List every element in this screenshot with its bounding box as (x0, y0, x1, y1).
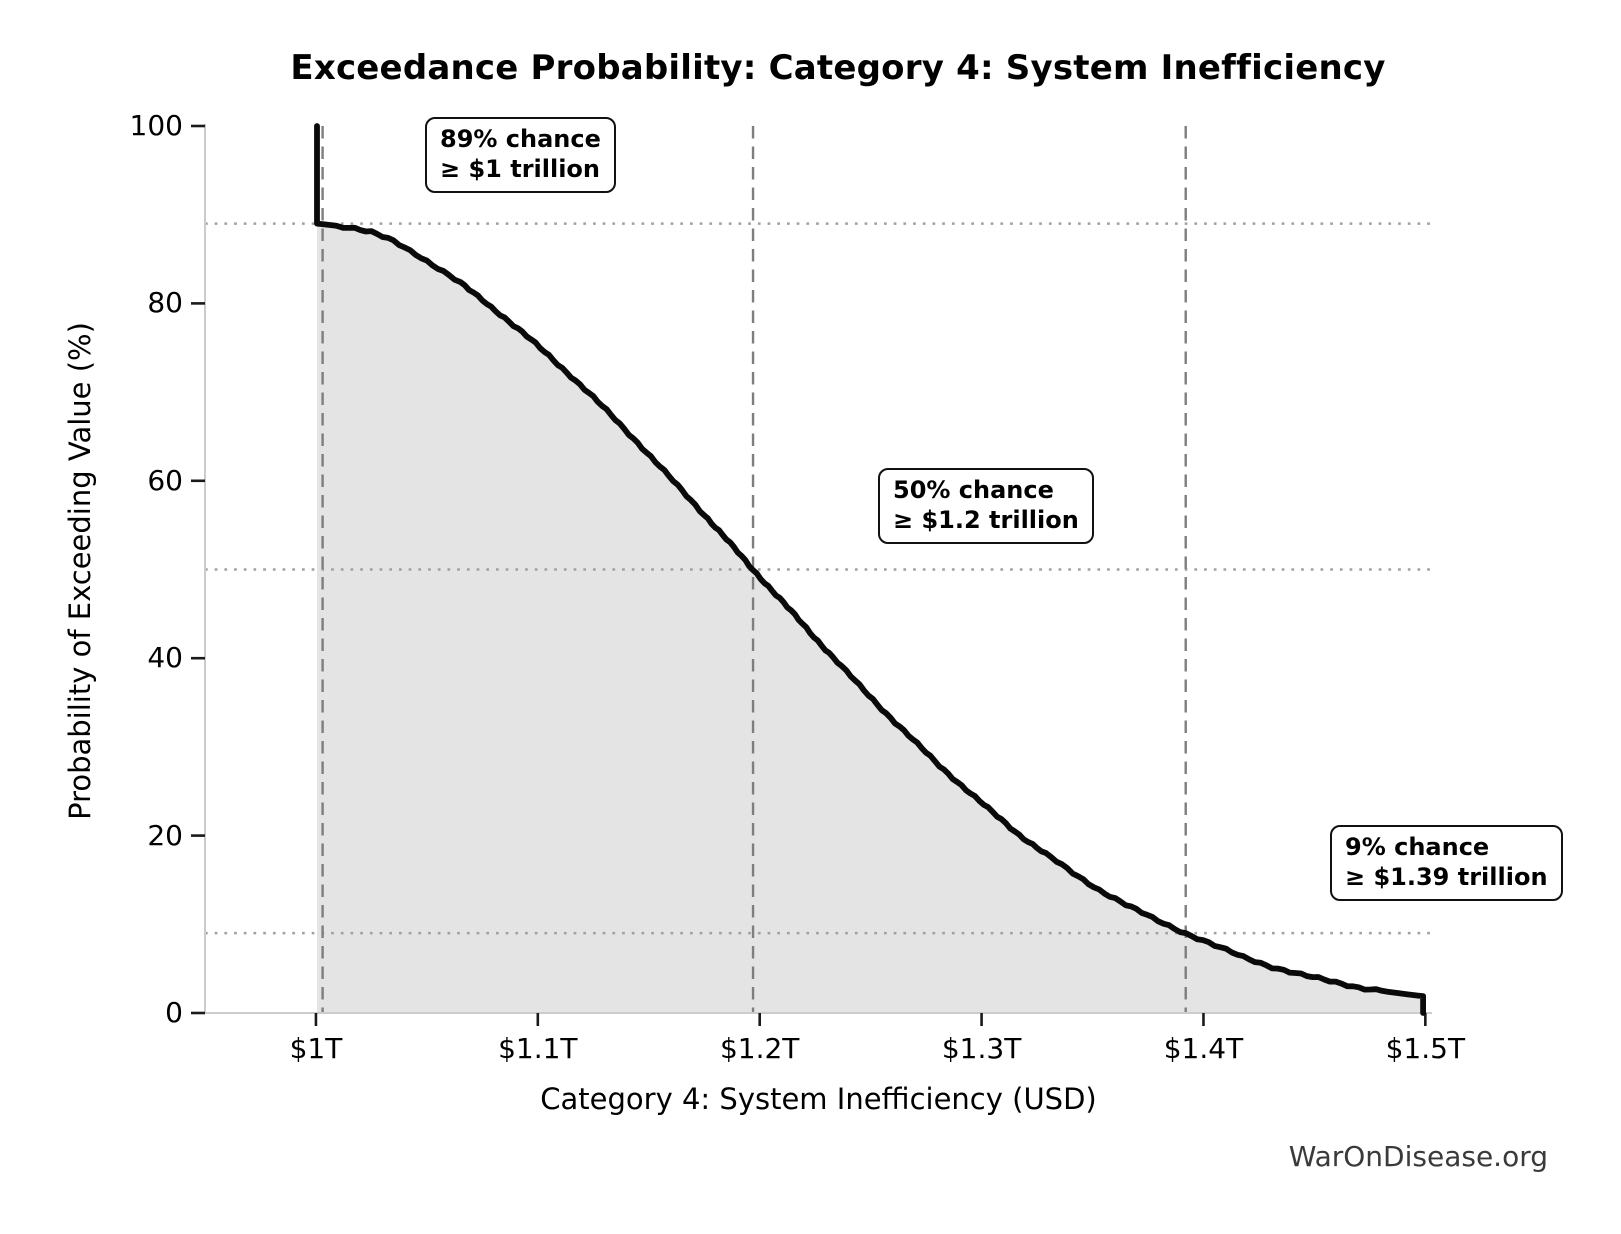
dotted-probability-gridlines (205, 222, 1432, 935)
exceedance-curve (314, 123, 1426, 1016)
x-tick-label: $1.4T (1163, 1032, 1244, 1065)
watermark: WarOnDisease.org (1288, 1140, 1548, 1173)
annotation-text-line: ≥ $1 trillion (440, 155, 601, 184)
x-tick-label: $1.5T (1385, 1032, 1466, 1065)
annotation-text-line: 50% chance (893, 476, 1054, 504)
y-tick-label: 60 (147, 463, 183, 497)
annotation-text-line: 9% chance (1345, 833, 1490, 861)
x-tick-label: $1T (289, 1032, 343, 1065)
x-tick-label: $1.1T (498, 1032, 578, 1065)
annotation-text-line: ≥ $1.39 trillion (1345, 863, 1548, 892)
y-tick-label: 40 (147, 641, 183, 675)
axis-tick-marks (191, 124, 1427, 1026)
chart-title: Exceedance Probability: Category 4: Syst… (290, 48, 1386, 88)
annotation-50-percent: 50% chance ≥ $1.2 trillion (878, 468, 1094, 545)
y-tick-label: 100 (129, 109, 183, 142)
y-tick-label: 80 (147, 286, 183, 320)
annotation-text-line: ≥ $1.2 trillion (893, 506, 1079, 535)
axis-spines (204, 124, 1432, 1014)
y-tick-label: 0 (165, 996, 183, 1029)
y-tick-label: 20 (147, 818, 183, 852)
area-under-curve (317, 126, 1424, 1013)
annotation-text-line: 89% chance (440, 125, 601, 153)
x-tick-label: $1.2T (719, 1032, 800, 1065)
x-axis-label: Category 4: System Inefficiency (USD) (540, 1082, 1097, 1116)
x-tick-label: $1.3T (941, 1032, 1022, 1065)
annotation-89-percent: 89% chance ≥ $1 trillion (425, 117, 616, 194)
dashed-value-reflines (321, 126, 1187, 1013)
y-axis-label: Probability of Exceeding Value (%) (63, 322, 97, 820)
annotation-9-percent: 9% chance ≥ $1.39 trillion (1330, 825, 1563, 902)
